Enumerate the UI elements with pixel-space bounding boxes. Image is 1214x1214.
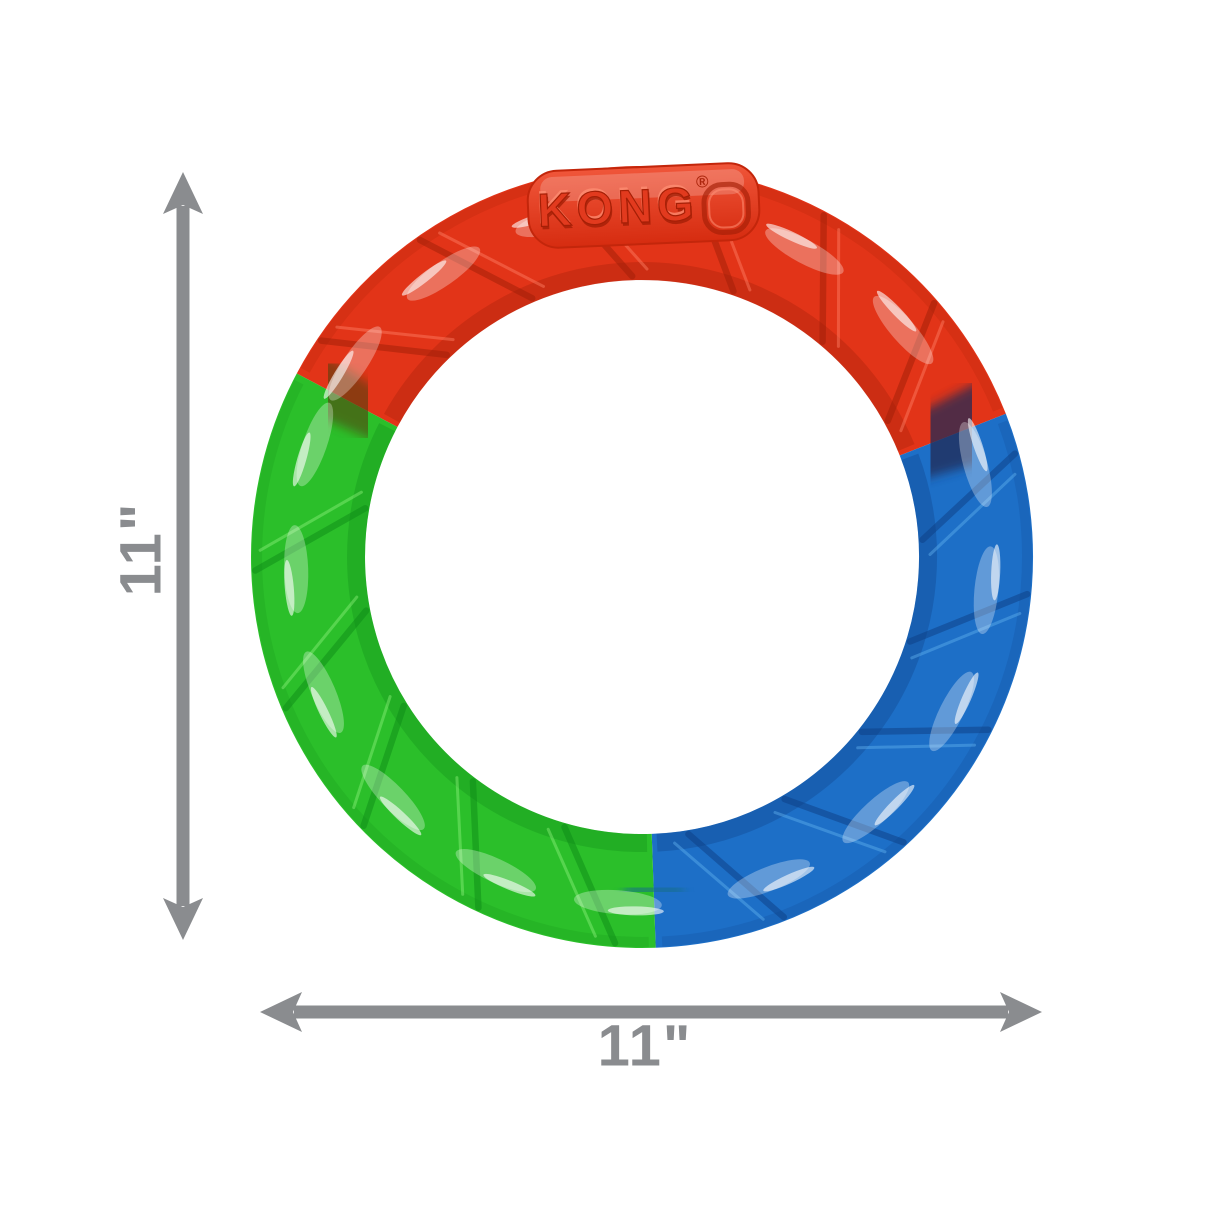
bead-highlight (842, 781, 910, 844)
bead-highlight (361, 764, 425, 831)
logo-tab-gloss (540, 169, 745, 202)
height-dimension-label: 11" (109, 502, 174, 597)
twist-ridge-highlight (546, 827, 597, 938)
specular-streak (991, 544, 1001, 601)
specular-streak (766, 223, 818, 249)
twist-groove (561, 823, 619, 947)
twist-ridge-highlight (352, 695, 392, 810)
bead-highlight (765, 228, 844, 275)
bead-highlight (455, 849, 536, 893)
twist-groove (781, 795, 907, 846)
toy-ring (251, 165, 1034, 948)
bead-highlight (328, 326, 382, 401)
specular-streak (967, 418, 988, 472)
height-dimension-arrow: 11" (109, 172, 203, 940)
kong-logo-tab: KONG KONG KONG ® (526, 162, 761, 249)
specular-streak (292, 432, 311, 487)
twist-ridge-highlight (928, 472, 1017, 556)
bead-highlight (296, 402, 334, 487)
specular-streak (323, 350, 354, 399)
brand-text-shadow: KONG (538, 180, 701, 240)
twist-ridge-highlight (899, 320, 945, 433)
twist-ridge-highlight (673, 841, 765, 921)
bead-highlight (727, 859, 810, 899)
width-arrowhead-right (1000, 992, 1042, 1032)
height-arrowhead-down (163, 898, 203, 940)
ring-outer-shade (661, 420, 1032, 947)
specular-streak (607, 906, 664, 916)
twist-groove (469, 778, 482, 911)
twist-groove (685, 830, 788, 921)
specular-streak (954, 672, 979, 724)
specular-streak (763, 866, 815, 892)
ring-segment-blue (650, 413, 1034, 948)
twist-groove (919, 450, 1019, 544)
twist-ridge-highlight (910, 612, 1022, 660)
twist-groove (858, 726, 992, 736)
ring-color-transition (285, 347, 408, 447)
twist-groove (282, 607, 370, 712)
bead-highlight (929, 671, 974, 752)
specular-streak (483, 873, 536, 897)
logo-emblem-outline (701, 181, 751, 236)
specular-streak (310, 686, 337, 738)
height-arrowhead-up (163, 172, 203, 214)
twist-ridge-highlight (455, 776, 465, 896)
ring-color-transition (889, 377, 1017, 484)
bead-highlight (958, 421, 992, 508)
ring-segment-green (251, 373, 656, 948)
ring-outer-shade (252, 379, 649, 947)
bead-highlight (872, 295, 934, 365)
twist-ridge-highlight (258, 490, 363, 552)
ring-color-transition (621, 833, 690, 946)
bead-highlight (406, 246, 481, 301)
ring-inner-shade (384, 262, 915, 452)
twist-ridge-highlight (438, 231, 545, 288)
brand-text-highlight: KONG (535, 174, 698, 234)
width-dimension-label: 11" (598, 1014, 693, 1079)
logo-emblem-highlight (708, 188, 745, 229)
width-arrowhead-left (260, 992, 302, 1032)
twist-groove (416, 236, 536, 302)
logo-tab-base (526, 162, 761, 249)
specular-streak (284, 560, 295, 616)
twist-groove (819, 212, 827, 345)
bead-highlight (303, 651, 344, 733)
twist-groove (251, 504, 369, 574)
twist-groove (906, 590, 1031, 645)
width-dimension-arrow: 11" (260, 992, 1042, 1079)
ring-segment-red (296, 165, 1006, 457)
twist-ridge-highlight (773, 811, 887, 854)
twist-ridge-highlight (281, 595, 359, 690)
brand-text: KONG (536, 177, 699, 237)
specular-streak (379, 796, 422, 836)
twist-groove (360, 702, 407, 830)
specular-streak (401, 260, 447, 296)
twist-ridge-highlight (856, 743, 976, 750)
specular-streak (876, 290, 917, 332)
twist-ridge-highlight (335, 325, 455, 342)
registered-trademark: ® (696, 172, 710, 192)
specular-streak (874, 784, 915, 826)
twist-groove (317, 337, 451, 359)
twist-groove (884, 299, 938, 425)
